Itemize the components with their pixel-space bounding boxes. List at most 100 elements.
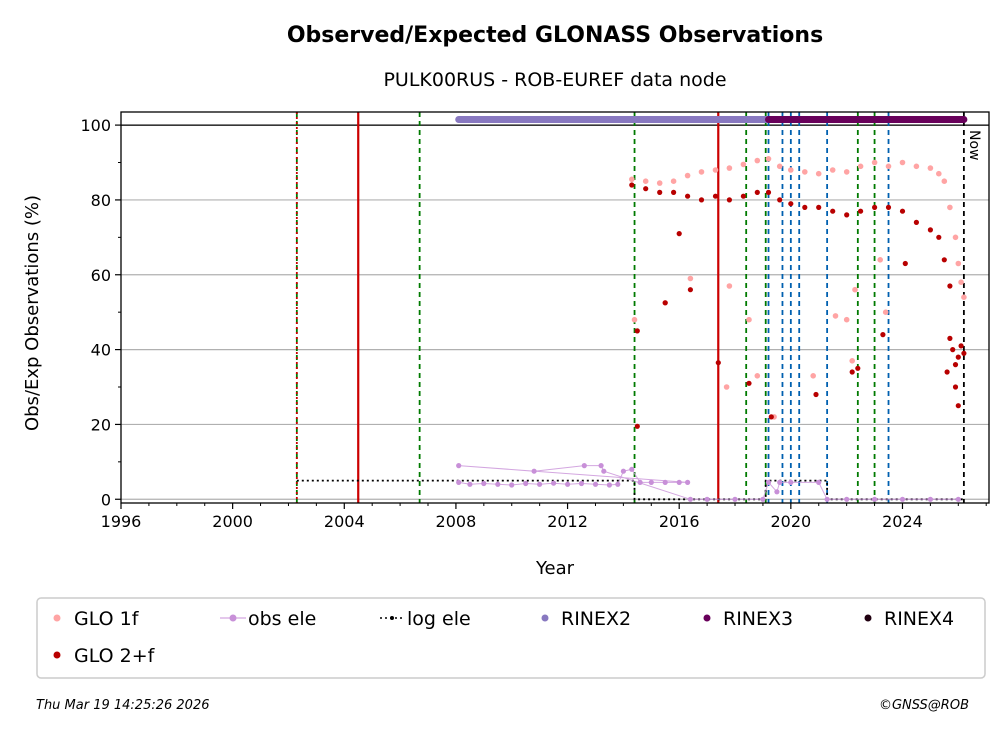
data-point-glo-1f [947,204,953,211]
legend-entry-obs-ele: obs ele [220,608,316,630]
data-point-glo-2-f [629,182,635,188]
axis-ticks: 0 20 40 60 80 100 1996 2000 2004 2008 2012 2016 2020… [80,116,987,531]
data-point-obs-ele [509,482,515,488]
plot-frame [120,111,990,504]
data-point-glo-1f [698,169,705,175]
data-point-glo-1f [802,169,808,175]
data-point-obs-ele [732,496,738,502]
data-point-glo-1f [941,178,948,184]
data-point-glo-1f [723,384,730,390]
data-point-glo-2-f [802,204,808,210]
data-point-obs-ele [495,481,501,487]
x-tick-label: 2020 [770,512,811,531]
data-point-glo-2-f [715,360,721,366]
data-point-glo-1f [726,165,733,171]
data-point-obs-ele [844,496,850,502]
legend-marker-log-ele [390,616,394,620]
x-tick-label: 2012 [547,512,588,531]
data-point-glo-2-f [740,193,747,199]
data-point-glo-2-f [671,189,677,195]
data-point-glo-2-f [662,300,668,306]
data-point-glo-2-f [768,414,774,420]
x-tick-label: 2024 [882,512,923,531]
data-point-glo-2-f [947,335,953,341]
data-point-glo-1f [843,169,850,175]
data-point-glo-2-f [676,231,682,237]
legend-entry-glo2f: GLO 2+f [53,645,156,667]
data-point-glo-1f [829,167,836,173]
legend-entry-rinex2: RINEX2 [541,608,631,630]
data-point-glo-2-f [872,204,878,210]
x-tick-label: 2004 [324,512,365,531]
data-point-obs-ele [872,496,878,502]
data-point-obs-ele [606,482,613,488]
data-point-glo-2-f [902,260,908,267]
gridlines [121,124,989,500]
data-point-glo-2-f [685,193,691,199]
legend-entry-rinex4: RINEX4 [864,608,954,630]
data-point-obs-ele [676,479,682,485]
data-point-glo-1f [740,161,747,168]
chart-title: Observed/Expected GLONASS Observations [287,23,823,48]
data-point-glo-1f [899,159,906,166]
data-point-glo-2-f [657,189,663,195]
chart-subtitle: PULK00RUS - ROB-EUREF data node [383,69,726,91]
data-point-glo-1f [936,170,942,177]
x-tick-label: 2000 [212,512,253,531]
data-point-glo-2-f [952,362,959,368]
data-point-obs-ele [648,479,654,485]
data-point-glo-1f [810,373,816,379]
y-tick-label: 40 [91,341,111,360]
data-point-glo-2-f [788,201,794,207]
data-point-glo-2-f [899,208,906,214]
data-point-obs-ele [456,479,462,485]
data-point-obs-ele [615,481,621,487]
legend-entry-rinex3: RINEX3 [703,608,793,630]
y-axis-label: Obs/Exp Observations (%) [22,195,43,431]
data-point-glo-1f [849,358,855,364]
data-point-glo-2-f [849,369,855,375]
data-point-glo-2-f [927,227,934,233]
data-series [456,156,967,502]
data-point-obs-ele [774,489,780,495]
data-point-glo-1f [684,172,691,179]
data-point-obs-ele [687,496,694,502]
data-point-glo-1f [927,165,934,171]
legend-label-rinex4: RINEX4 [884,608,954,630]
data-point-glo-1f [885,163,892,170]
data-point-obs-ele [765,479,772,485]
data-point-glo-2-f [765,189,772,195]
legend-entry-log-ele: log ele [380,608,471,630]
data-point-glo-2-f [944,369,950,375]
data-point-glo-2-f [830,208,836,214]
data-point-obs-ele [816,479,822,485]
data-point-glo-1f [631,316,638,323]
x-tick-label: 2008 [436,512,477,531]
data-point-glo-1f [754,373,761,379]
y-tick-label: 20 [91,415,111,434]
data-point-glo-2-f [858,208,864,214]
y-tick-label: 0 [101,490,111,509]
data-point-glo-1f [877,257,883,263]
event-lines [295,112,965,503]
data-point-glo-1f [712,167,719,173]
data-point-glo-2-f [754,189,760,195]
series-glo-1f [629,156,967,420]
data-point-glo-2-f [885,204,892,210]
data-point-obs-ele [955,496,961,502]
data-point-obs-ele [565,481,571,487]
legend-entry-glo1f: GLO 1f [53,608,140,630]
now-label: Now [966,130,982,161]
data-point-obs-ele [456,463,462,469]
series-obs-ele [456,463,961,502]
data-point-obs-ele [592,481,599,487]
data-point-glo-1f [871,159,878,166]
data-point-glo-2-f [712,193,719,199]
data-point-glo-2-f [643,186,649,192]
data-point-glo-2-f [952,384,959,390]
data-point-glo-2-f [855,365,861,371]
y-tick-label: 80 [91,191,111,210]
data-point-glo-1f [754,157,761,164]
data-point-glo-1f [952,234,959,241]
legend-label-log-ele: log ele [407,608,471,630]
